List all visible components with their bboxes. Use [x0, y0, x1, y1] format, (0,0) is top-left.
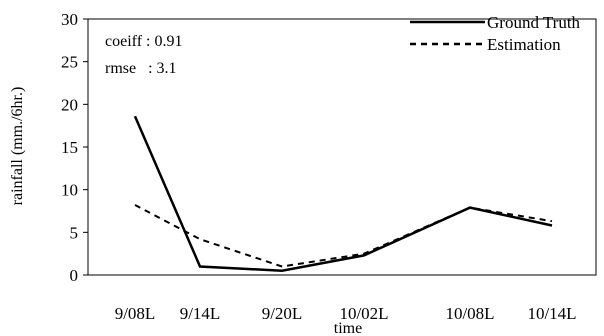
x-axis-title: time — [334, 320, 362, 336]
series-line-estimation — [134, 204, 553, 268]
y-tick-label: 5 — [70, 223, 79, 242]
y-tick-label: 15 — [61, 138, 78, 157]
x-tick-label: 9/08L — [115, 304, 156, 323]
y-tick-label: 10 — [61, 181, 78, 200]
rmse-annotation: rmse : 3.1 — [105, 60, 177, 77]
y-axis-title: rainfall (mm./6hr.) — [9, 87, 26, 206]
legend: Ground Truth Estimation — [410, 13, 581, 54]
y-tick-label: 20 — [61, 95, 78, 114]
x-tick-label: 10/02L — [339, 304, 388, 323]
y-tick-label: 0 — [70, 266, 79, 285]
y-tick-labels: 0 5 10 15 20 25 30 — [61, 10, 88, 285]
coefficient-annotation: coeiff : 0.91 — [105, 33, 182, 50]
legend-label-ground-truth: Ground Truth — [487, 13, 581, 32]
x-tick-label: 9/14L — [180, 304, 221, 323]
x-tick-label: 10/08L — [445, 304, 494, 323]
axes — [87, 18, 597, 276]
legend-label-estimation: Estimation — [487, 35, 561, 54]
x-tick-labels: 9/08L 9/14L 9/20L 10/02L 10/08L 10/14L — [115, 304, 577, 323]
plot-frame — [87, 18, 597, 276]
y-tick-label: 30 — [61, 10, 78, 29]
x-tick-label: 9/20L — [262, 304, 303, 323]
series-lines — [133, 115, 553, 272]
x-tick-label: 10/14L — [527, 304, 576, 323]
series-line-ground-truth — [133, 115, 553, 272]
y-tick-label: 25 — [61, 53, 78, 72]
annotations: coeiff : 0.91 rmse : 3.1 — [105, 33, 182, 77]
